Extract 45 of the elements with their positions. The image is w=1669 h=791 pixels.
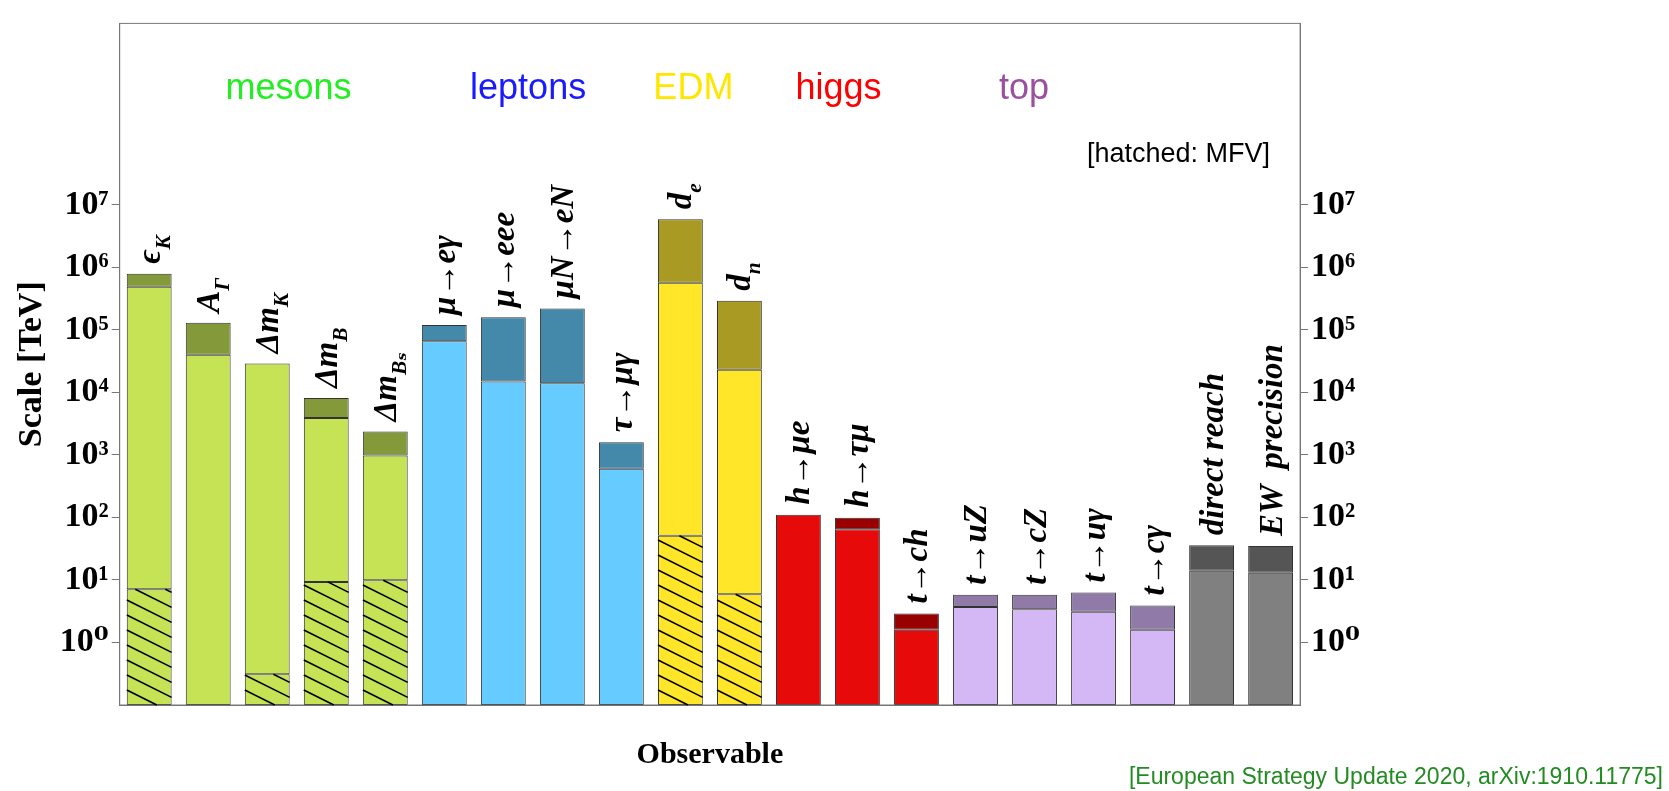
x-axis-title: Observable <box>636 735 784 769</box>
y-tick-label: 10⁵ <box>64 308 109 346</box>
x-tick-label: t→cγ <box>1134 524 1171 596</box>
x-tick-label: μ→eee <box>485 211 522 310</box>
x-tick-label: h→τμ <box>839 423 876 508</box>
annotation: leptons <box>470 66 587 108</box>
text: 10⁷ <box>1311 183 1356 221</box>
x-tick-label: AΓ <box>190 276 235 315</box>
y-tick-label: 10⁷ <box>64 183 109 221</box>
x-tick-label: μN→eN <box>544 183 581 301</box>
x-tick-label: τ→μγ <box>603 352 640 433</box>
y-tick-label: 10¹ <box>64 558 109 596</box>
x-tick-label: t→ch <box>898 528 935 604</box>
text: 10⁴ <box>1311 371 1356 409</box>
annotation: higgs <box>795 66 882 108</box>
x-tick-label: EW precision <box>1252 344 1289 537</box>
x-tick-label: ΔmB <box>308 327 353 391</box>
y-tick-label: 10⁰ <box>59 621 109 659</box>
x-tick-label: ΔmBₛ <box>367 352 412 424</box>
text: 10⁵ <box>1311 308 1356 346</box>
annotation: [hatched: MFV] <box>1087 137 1271 168</box>
y-tick-label: 10⁶ <box>64 246 109 284</box>
text: 10² <box>1311 496 1356 534</box>
y-tick-label: 10² <box>64 496 109 534</box>
annotation: mesons <box>225 66 352 108</box>
text: [European Strategy Update 2020, arXiv:1910.11775] <box>1128 762 1663 789</box>
y-tick-label: 10⁴ <box>64 371 109 409</box>
x-tick-label: ΔmK <box>249 291 294 356</box>
annotation: top <box>998 66 1049 108</box>
x-tick-label: dn <box>721 262 766 291</box>
x-tick-label: μ→eγ <box>426 234 463 317</box>
x-tick-label: t→uZ <box>957 504 994 585</box>
y-axis-title: Scale [TeV] <box>11 281 49 448</box>
annotation: EDM <box>653 66 734 108</box>
text: 10³ <box>1311 433 1356 471</box>
y-tick-label: 10³ <box>64 433 109 471</box>
text: 10¹ <box>1311 558 1356 596</box>
x-tick-label: direct reach <box>1193 372 1230 536</box>
x-tick-label: de <box>662 182 707 210</box>
text: 10⁶ <box>1311 246 1356 284</box>
x-tick-label: t→uγ <box>1075 507 1112 583</box>
text: 10⁰ <box>1311 621 1361 659</box>
x-tick-label: t→cZ <box>1016 507 1053 585</box>
x-tick-label: h→μe <box>780 420 817 505</box>
x-tick-label: ϵK <box>131 233 176 264</box>
